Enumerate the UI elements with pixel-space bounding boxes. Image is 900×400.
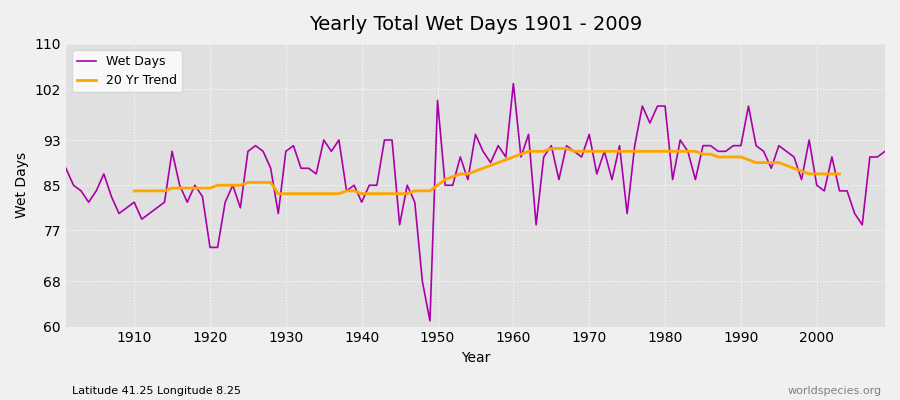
20 Yr Trend (250, 180, 261, 185)
20 Yr Trend (129, 188, 140, 193)
Wet Days (508, 81, 518, 86)
Wet Days (523, 132, 534, 137)
Line: Wet Days: Wet Days (66, 84, 885, 321)
Y-axis label: Wet Days: Wet Days (15, 152, 29, 218)
Wet Days (60, 166, 71, 171)
Line: 20 Yr Trend: 20 Yr Trend (134, 148, 840, 194)
Title: Yearly Total Wet Days 1901 - 2009: Yearly Total Wet Days 1901 - 2009 (309, 15, 642, 34)
Text: Latitude 41.25 Longitude 8.25: Latitude 41.25 Longitude 8.25 (72, 386, 241, 396)
X-axis label: Year: Year (461, 351, 491, 365)
Wet Days (516, 154, 526, 159)
20 Yr Trend (675, 149, 686, 154)
Wet Days (425, 318, 436, 323)
Wet Days (879, 149, 890, 154)
20 Yr Trend (410, 188, 420, 193)
Wet Days (288, 143, 299, 148)
Legend: Wet Days, 20 Yr Trend: Wet Days, 20 Yr Trend (72, 50, 182, 92)
Wet Days (122, 206, 132, 210)
Wet Days (614, 143, 625, 148)
Wet Days (334, 138, 345, 142)
20 Yr Trend (273, 191, 284, 196)
Text: worldspecies.org: worldspecies.org (788, 386, 882, 396)
20 Yr Trend (834, 172, 845, 176)
20 Yr Trend (432, 183, 443, 188)
20 Yr Trend (319, 191, 329, 196)
20 Yr Trend (546, 146, 557, 151)
20 Yr Trend (569, 149, 580, 154)
